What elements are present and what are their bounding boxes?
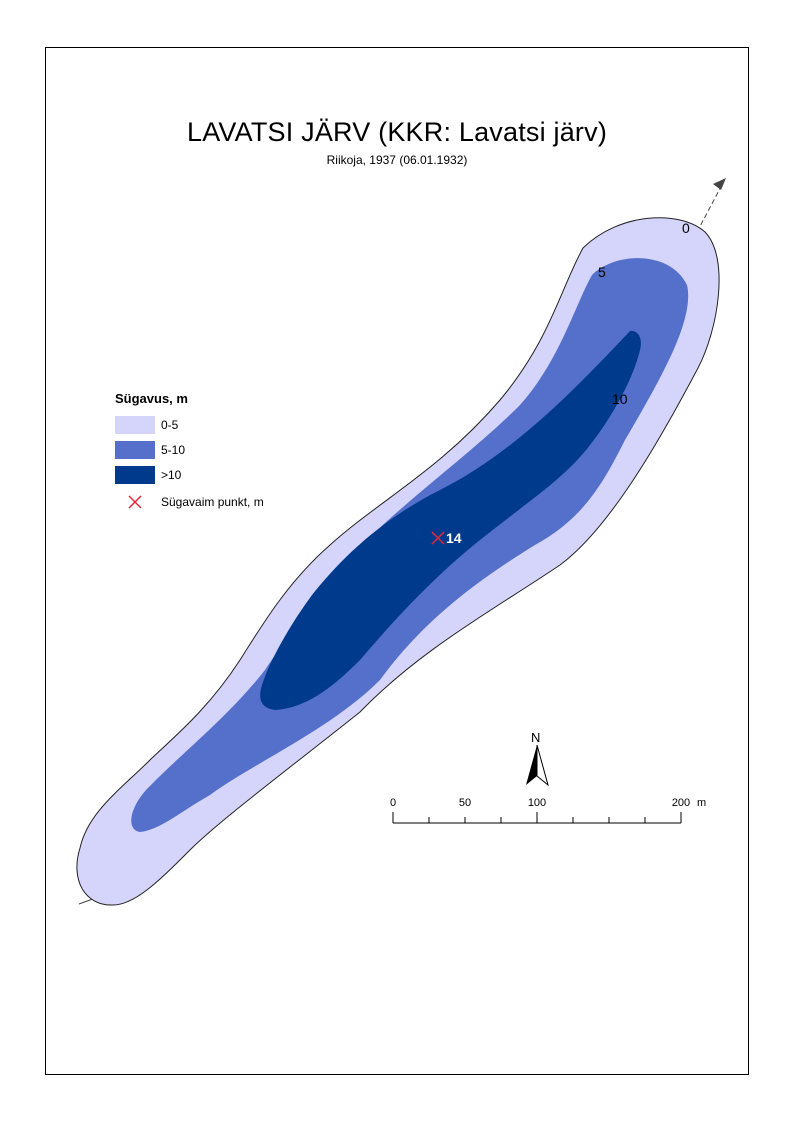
legend-label-5-10: 5-10 <box>161 442 186 457</box>
map-title: LAVATSI JÄRV (KKR: Lavatsi järv) <box>186 117 608 147</box>
contour-label-5: 5 <box>598 264 606 280</box>
legend-label-gt10: >10 <box>161 467 182 482</box>
deepest-value-label: 14 <box>446 530 462 546</box>
legend-title: Sügavus, m <box>115 391 188 406</box>
north-arrow-icon <box>526 744 549 787</box>
scale-tick-0: 0 <box>390 797 396 809</box>
contour-label-0: 0 <box>682 220 690 236</box>
deepest-point-marker <box>431 531 445 545</box>
outflow-stream <box>696 180 725 233</box>
legend-item-0-5: 0-5 <box>115 412 315 437</box>
legend-swatch-gt10 <box>115 465 155 484</box>
legend-label-deepest: Sügavaim punkt, m <box>161 495 264 509</box>
map-subtitle: Riikoja, 1937 (06.01.1932) <box>326 153 468 167</box>
legend: Sügavus, m 0-5 5-10 >10 Sügavaim punkt, … <box>115 391 315 509</box>
contour-label-10: 10 <box>612 391 628 407</box>
scale-tick-200: 200 <box>672 797 690 809</box>
legend-swatch-5-10 <box>115 440 155 459</box>
scale-bar <box>392 812 682 824</box>
legend-item-deepest: Sügavaim punkt, m <box>115 495 315 509</box>
legend-item-gt10: >10 <box>115 462 315 487</box>
legend-swatch-0-5 <box>115 415 155 434</box>
scale-tick-100: 100 <box>528 797 546 809</box>
north-label: N <box>531 730 540 745</box>
deepest-point-icon <box>115 495 155 509</box>
legend-item-5-10: 5-10 <box>115 437 315 462</box>
legend-label-0-5: 0-5 <box>161 417 179 432</box>
scale-tick-50: 50 <box>459 797 471 809</box>
depth-zone-gt10 <box>260 330 641 710</box>
map-frame <box>45 47 749 1075</box>
scale-unit: m <box>697 797 706 809</box>
flow-arrow-icon <box>713 178 726 190</box>
